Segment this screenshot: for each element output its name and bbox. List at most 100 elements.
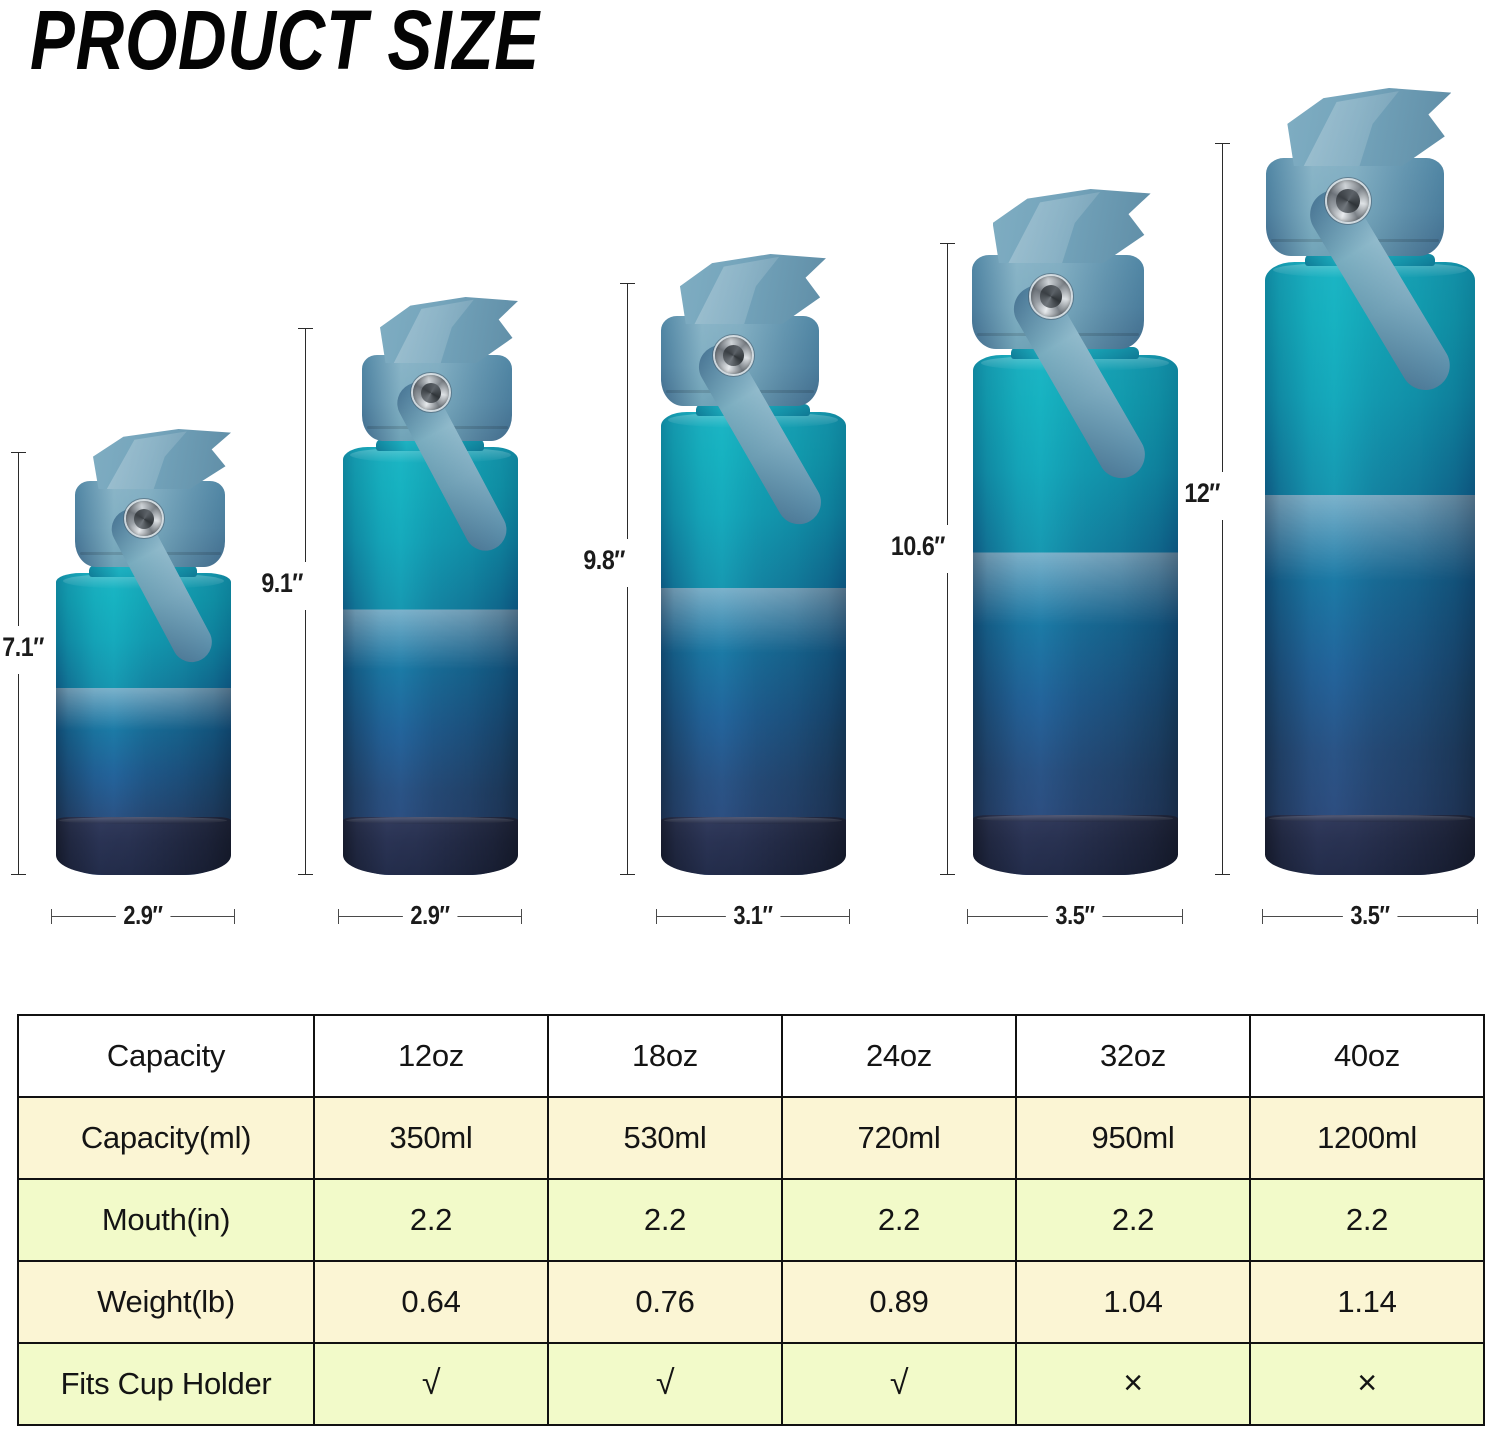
rivet-core xyxy=(134,508,154,529)
check-icon: √ xyxy=(655,1364,675,1402)
bottle-base xyxy=(660,817,846,875)
height-label-18oz: 9.1″ xyxy=(261,568,303,598)
dimension-cap-top xyxy=(298,328,313,329)
dimension-cap-right xyxy=(234,909,235,924)
dimension-label-gap xyxy=(1219,472,1228,520)
dimension-cap-left xyxy=(338,909,339,924)
dimension-cap-top xyxy=(1215,143,1230,144)
dimension-cap-top xyxy=(620,283,635,284)
table-cell: 0.64 xyxy=(313,1260,549,1344)
dimension-cap-left xyxy=(1262,909,1263,924)
table-cell: 2.2 xyxy=(547,1178,783,1262)
table-cell: 2.2 xyxy=(1015,1178,1251,1262)
table-cell: 1.14 xyxy=(1249,1260,1485,1344)
width-dimension-line-12oz: 2.9″ xyxy=(51,898,235,934)
table-cell: 32oz xyxy=(1015,1014,1251,1098)
lid-button-rivet xyxy=(1326,180,1369,223)
table-row: Capacity(ml) 350ml 530ml 720ml 950ml 1200ml xyxy=(17,1096,1485,1180)
width-dimension-line-40oz: 3.5″ xyxy=(1262,898,1478,934)
table-cell: 2.2 xyxy=(1249,1178,1485,1262)
cross-icon: × xyxy=(1123,1364,1143,1402)
base-lip xyxy=(59,817,227,824)
table-cell: 350ml xyxy=(313,1096,549,1180)
specification-table: Capacity 12oz 18oz 24oz 32oz 40oz Capacity(ml)… xyxy=(17,1014,1485,1426)
table-cell: × xyxy=(1015,1342,1251,1426)
base-lip xyxy=(346,817,514,824)
dimension-cap-bottom xyxy=(620,874,635,875)
table-row: Mouth(in) 2.2 2.2 2.2 2.2 2.2 xyxy=(17,1178,1485,1262)
bottle-base xyxy=(1265,815,1475,875)
table-cell: × xyxy=(1249,1342,1485,1426)
page-title: PRODUCT SIZE xyxy=(30,0,540,87)
table-cell: 1200ml xyxy=(1249,1096,1485,1180)
width-label-32oz: 3.5″ xyxy=(1047,898,1103,934)
bottle-32oz xyxy=(972,189,1178,875)
rivet-core xyxy=(421,382,441,403)
dimension-cap-top xyxy=(11,452,26,453)
table-row-header: Mouth(in) xyxy=(17,1178,315,1262)
height-label-40oz: 12″ xyxy=(1184,478,1220,508)
dimension-cap-right xyxy=(521,909,522,924)
width-dimension-line-24oz: 3.1″ xyxy=(656,898,850,934)
dimension-cap-bottom xyxy=(940,874,955,875)
width-dimension-line-18oz: 2.9″ xyxy=(338,898,522,934)
dimension-label-gap xyxy=(624,539,633,587)
base-lip xyxy=(976,815,1174,822)
table-cell: √ xyxy=(781,1342,1017,1426)
height-label-12oz: 7.1″ xyxy=(2,632,44,663)
bottle-24oz xyxy=(660,254,846,875)
table-cell: 720ml xyxy=(781,1096,1017,1180)
bottle-18oz xyxy=(342,297,518,875)
width-label-24oz: 3.1″ xyxy=(725,898,781,934)
table-row-header: Fits Cup Holder xyxy=(17,1342,315,1426)
dimension-cap-right xyxy=(1182,909,1183,924)
bottle-size-comparison: 7.1″ 9.1″ 9.8″ 10.6″ 12″ 2.9″ 2.9″ 3.1″ 3.5″ 3.5″ xyxy=(2,88,1478,934)
table-row: Fits Cup Holder √ √ √ × × xyxy=(17,1342,1485,1426)
table-cell: 40oz xyxy=(1249,1014,1485,1098)
table-cell: 0.76 xyxy=(547,1260,783,1344)
check-icon: √ xyxy=(889,1364,909,1402)
lid-button-rivet xyxy=(413,375,449,411)
table-row: Weight(lb) 0.64 0.76 0.89 1.04 1.14 xyxy=(17,1260,1485,1344)
dimension-label-gap xyxy=(302,562,311,610)
table-cell: 2.2 xyxy=(781,1178,1017,1262)
table-row-header: Capacity(ml) xyxy=(17,1096,315,1180)
dimension-cap-left xyxy=(51,909,52,924)
dimension-cap-top xyxy=(940,243,955,244)
table-cell: 2.2 xyxy=(313,1178,549,1262)
bottle-base xyxy=(55,817,231,875)
width-label-12oz: 2.9″ xyxy=(115,898,171,934)
width-dimension-line-32oz: 3.5″ xyxy=(967,898,1183,934)
lid-button-rivet xyxy=(715,337,753,375)
dimension-label-gap xyxy=(944,525,953,573)
dimension-cap-left xyxy=(656,909,657,924)
table-cell: 12oz xyxy=(313,1014,549,1098)
table-cell: 18oz xyxy=(547,1014,783,1098)
bottle-40oz xyxy=(1265,88,1475,875)
dimension-cap-right xyxy=(1477,909,1478,924)
base-lip xyxy=(1269,815,1471,822)
height-label-24oz: 9.8″ xyxy=(583,545,625,575)
width-label-18oz: 2.9″ xyxy=(402,898,458,934)
table-cell: 1.04 xyxy=(1015,1260,1251,1344)
dimension-cap-right xyxy=(849,909,850,924)
table-cell: √ xyxy=(547,1342,783,1426)
lid-spout xyxy=(1287,88,1452,166)
bottle-base xyxy=(972,815,1178,875)
dimension-cap-left xyxy=(967,909,968,924)
width-label-40oz: 3.5″ xyxy=(1342,898,1398,934)
base-lip xyxy=(664,817,842,824)
table-row-header: Weight(lb) xyxy=(17,1260,315,1344)
check-icon: √ xyxy=(421,1364,441,1402)
table-row: Capacity 12oz 18oz 24oz 32oz 40oz xyxy=(17,1014,1485,1098)
lid-button-rivet xyxy=(1030,276,1072,317)
table-cell: √ xyxy=(313,1342,549,1426)
lid-spout-fold xyxy=(1303,91,1399,166)
rivet-core xyxy=(1336,189,1360,213)
table-cell: 950ml xyxy=(1015,1096,1251,1180)
lid-button-rivet xyxy=(126,501,162,537)
rivet-core xyxy=(723,345,745,366)
bottle-base xyxy=(342,817,518,875)
table-cell: 24oz xyxy=(781,1014,1017,1098)
